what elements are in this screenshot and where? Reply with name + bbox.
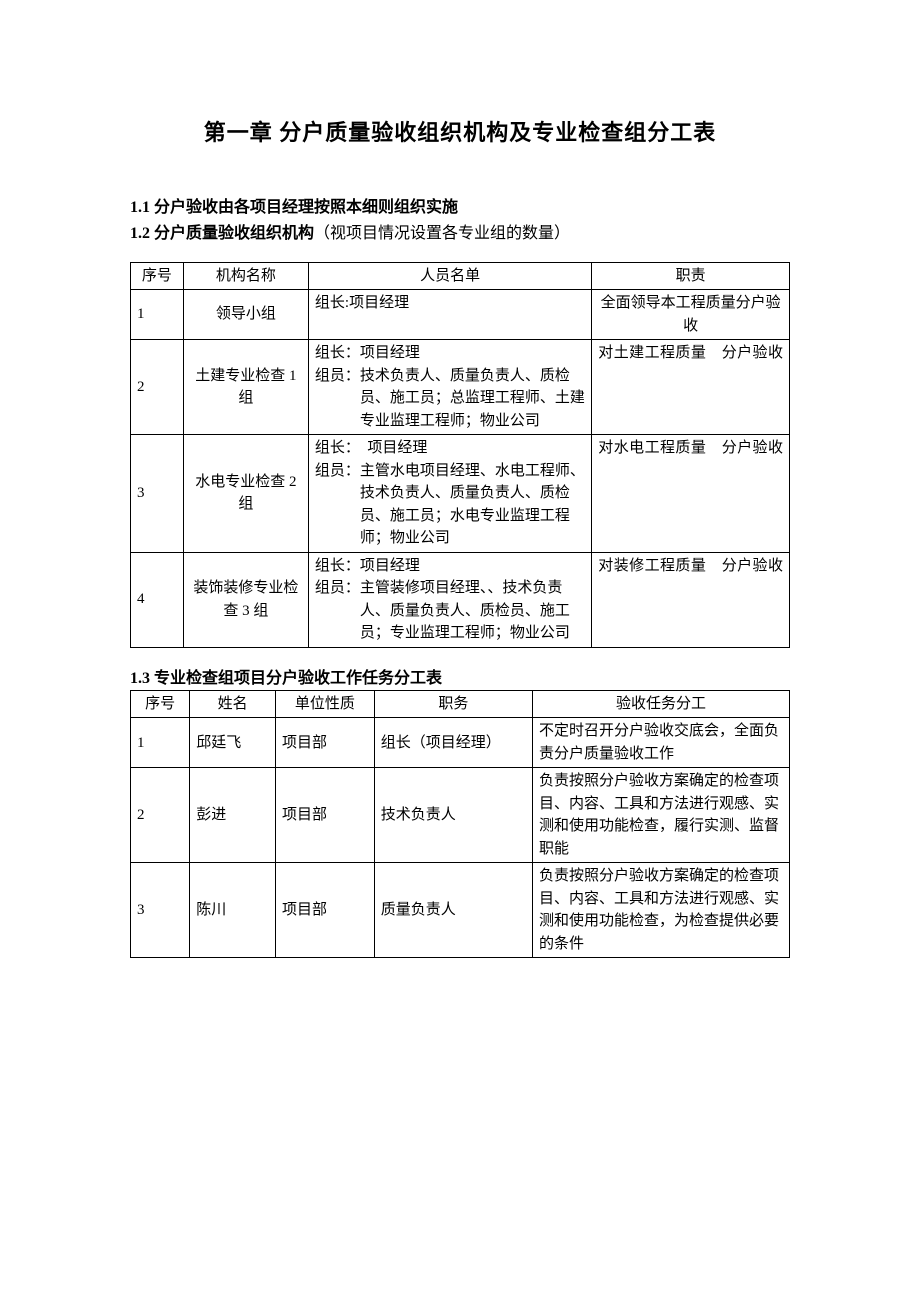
task-row-name: 彭进: [190, 768, 276, 863]
personnel-members: 组员：主管装修项目经理、、技术负责人、质量负责人、质检员、施工员；专业监理工程师…: [315, 577, 585, 645]
task-row-seq: 3: [131, 863, 190, 958]
org-row-duty: 全面领导本工程质量分户验收: [592, 290, 790, 340]
task-row-unit: 项目部: [275, 863, 374, 958]
table-row: 4 装饰装修专业检查 3 组 组长：项目经理 组员：主管装修项目经理、、技术负责…: [131, 552, 790, 647]
personnel-leader: 组长： 项目经理: [315, 437, 585, 460]
table-row: 1 领导小组 组长:项目经理 全面领导本工程质量分户验收: [131, 290, 790, 340]
org-row-name: 装饰装修专业检查 3 组: [183, 552, 308, 647]
org-row-seq: 1: [131, 290, 184, 340]
task-row-task: 负责按照分户验收方案确定的检查项目、内容、工具和方法进行观感、实测和使用功能检查…: [532, 863, 789, 958]
org-row-name: 土建专业检查 1 组: [183, 340, 308, 435]
section-1-2: 1.2 分户质量验收组织机构（视项目情况设置各专业组的数量）: [130, 223, 790, 245]
section-1-2-note: （视项目情况设置各专业组的数量）: [314, 225, 570, 242]
org-header-name: 机构名称: [183, 262, 308, 290]
task-row-task: 负责按照分户验收方案确定的检查项目、内容、工具和方法进行观感、实测和使用功能检查…: [532, 768, 789, 863]
duty-text: 对土建工程质量 分户验收: [598, 342, 783, 365]
org-table: 序号 机构名称 人员名单 职责 1 领导小组 组长:项目经理 全面领导本工程质量…: [130, 262, 790, 648]
org-header-seq: 序号: [131, 262, 184, 290]
org-row-name: 水电专业检查 2 组: [183, 435, 308, 553]
duty-text: 对装修工程质量 分户验收: [598, 555, 783, 578]
personnel-leader: 组长：项目经理: [315, 555, 585, 578]
chapter-title: 第一章 分户质量验收组织机构及专业检查组分工表: [130, 115, 790, 147]
task-table-header-row: 序号 姓名 单位性质 职务 验收任务分工: [131, 690, 790, 718]
org-row-personnel: 组长:项目经理: [308, 290, 591, 340]
org-row-personnel: 组长： 项目经理 组员：主管水电项目经理、水电工程师、技术负责人、质量负责人、质…: [308, 435, 591, 553]
task-row-seq: 1: [131, 718, 190, 768]
section-1-2-label: 1.2 分户质量验收组织机构: [130, 225, 314, 242]
task-header-task: 验收任务分工: [532, 690, 789, 718]
org-row-duty: 对土建工程质量 分户验收: [592, 340, 790, 435]
task-row-name: 陈川: [190, 863, 276, 958]
task-row-position: 技术负责人: [374, 768, 532, 863]
section-1-3: 1.3 专业检查组项目分户验收工作任务分工表: [130, 668, 790, 690]
task-row-unit: 项目部: [275, 768, 374, 863]
table-row: 3 水电专业检查 2 组 组长： 项目经理 组员：主管水电项目经理、水电工程师、…: [131, 435, 790, 553]
task-header-position: 职务: [374, 690, 532, 718]
table-row: 2 彭进 项目部 技术负责人 负责按照分户验收方案确定的检查项目、内容、工具和方…: [131, 768, 790, 863]
task-header-seq: 序号: [131, 690, 190, 718]
org-header-duty: 职责: [592, 262, 790, 290]
org-row-duty: 对水电工程质量 分户验收: [592, 435, 790, 553]
org-row-name: 领导小组: [183, 290, 308, 340]
task-row-unit: 项目部: [275, 718, 374, 768]
task-header-unit: 单位性质: [275, 690, 374, 718]
personnel-members: 组员：技术负责人、质量负责人、质检员、施工员；总监理工程师、土建专业监理工程师；…: [315, 365, 585, 433]
table-row: 1 邱廷飞 项目部 组长（项目经理） 不定时召开分户验收交底会，全面负责分户质量…: [131, 718, 790, 768]
task-row-position: 质量负责人: [374, 863, 532, 958]
org-table-header-row: 序号 机构名称 人员名单 职责: [131, 262, 790, 290]
duty-text: 对水电工程质量 分户验收: [598, 437, 783, 460]
org-row-duty: 对装修工程质量 分户验收: [592, 552, 790, 647]
org-row-seq: 4: [131, 552, 184, 647]
table-row: 2 土建专业检查 1 组 组长：项目经理 组员：技术负责人、质量负责人、质检员、…: [131, 340, 790, 435]
org-row-personnel: 组长：项目经理 组员：技术负责人、质量负责人、质检员、施工员；总监理工程师、土建…: [308, 340, 591, 435]
org-row-seq: 2: [131, 340, 184, 435]
document-page: 第一章 分户质量验收组织机构及专业检查组分工表 1.1 分户验收由各项目经理按照…: [0, 0, 920, 1302]
task-row-seq: 2: [131, 768, 190, 863]
task-header-name: 姓名: [190, 690, 276, 718]
personnel-leader: 组长：项目经理: [315, 342, 585, 365]
org-header-personnel: 人员名单: [308, 262, 591, 290]
task-row-task: 不定时召开分户验收交底会，全面负责分户质量验收工作: [532, 718, 789, 768]
personnel-members: 组员：主管水电项目经理、水电工程师、技术负责人、质量负责人、质检员、施工员；水电…: [315, 460, 585, 550]
org-row-personnel: 组长：项目经理 组员：主管装修项目经理、、技术负责人、质量负责人、质检员、施工员…: [308, 552, 591, 647]
task-table: 序号 姓名 单位性质 职务 验收任务分工 1 邱廷飞 项目部 组长（项目经理） …: [130, 690, 790, 959]
org-row-seq: 3: [131, 435, 184, 553]
task-row-name: 邱廷飞: [190, 718, 276, 768]
section-1-1: 1.1 分户验收由各项目经理按照本细则组织实施: [130, 197, 790, 219]
task-row-position: 组长（项目经理）: [374, 718, 532, 768]
table-row: 3 陈川 项目部 质量负责人 负责按照分户验收方案确定的检查项目、内容、工具和方…: [131, 863, 790, 958]
